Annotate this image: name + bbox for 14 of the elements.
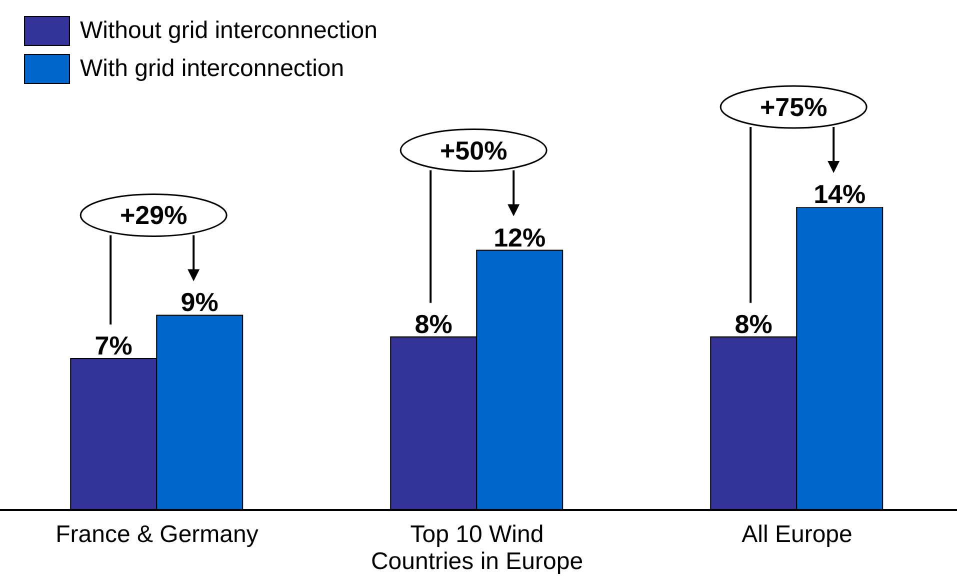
data-label: 8% (734, 308, 772, 339)
data-label: 7% (94, 330, 132, 360)
x-tick-label: Top 10 Wind Countries in Europe (370, 521, 584, 575)
data-label: 12% (494, 222, 546, 252)
legend-label: Without grid interconnection (80, 17, 378, 45)
text: +75% (760, 92, 828, 122)
x-tick-label: All Europe (742, 521, 852, 548)
annotation: +29% (120, 200, 188, 230)
data-label: 8% (414, 308, 452, 339)
x-tick-label: France & Germany (56, 521, 258, 548)
text: +50% (440, 135, 508, 166)
data-label: 14% (814, 179, 866, 209)
data-label: 9% (180, 287, 218, 318)
legend-label: With grid interconnection (80, 55, 344, 83)
